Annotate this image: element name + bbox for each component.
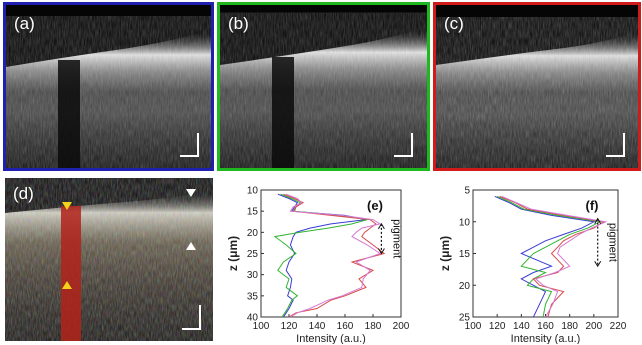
arrowhead-down-icon	[377, 248, 385, 255]
x-tick-label: 220	[610, 321, 627, 332]
y-tick-label: 5	[464, 186, 470, 197]
x-tick-label: 140	[513, 321, 530, 332]
x-tick-label: 120	[489, 321, 506, 332]
oct-image-c	[436, 5, 638, 168]
arrowhead-down-icon	[594, 260, 602, 268]
y-tick-label: 40	[247, 313, 259, 324]
intensity-profile-chart-f: 100 120 140 160 180 200 220 5 10 15 20 25 Intensity …	[438, 186, 627, 345]
x-tick-label: 200	[585, 321, 602, 332]
panel-label-d: (d)	[13, 184, 34, 203]
series-line	[501, 195, 608, 318]
x-axis-label: Intensity (a.u.)	[511, 333, 581, 344]
y-tick-label: 20	[459, 281, 471, 292]
panel-label-b: (b)	[228, 14, 249, 33]
scale-bar-d	[182, 305, 201, 330]
scale-bar-b	[394, 133, 413, 157]
panel-label: (e)	[367, 198, 383, 213]
y-tick-label: 15	[247, 207, 259, 218]
x-tick-label: 100	[253, 321, 270, 332]
x-tick-label: 200	[393, 321, 410, 332]
oct-panel-c: (c)	[433, 2, 641, 171]
pigment-annotation: pigment	[390, 219, 402, 258]
x-tick-label: 140	[309, 321, 326, 332]
x-tick-label: 160	[337, 321, 354, 332]
y-tick-label: 10	[459, 217, 471, 228]
x-tick-label: 180	[561, 321, 578, 332]
series-line	[277, 193, 367, 318]
series-line	[497, 195, 602, 318]
y-tick-label: 10	[247, 186, 259, 197]
x-tick-label: 100	[465, 321, 482, 332]
y-tick-label: 15	[459, 249, 471, 260]
pigment-bottom-marker-icon	[62, 281, 72, 289]
series-line	[286, 193, 382, 318]
oct-panel-a: (a)	[3, 2, 214, 171]
oct-panel-b: (b)	[217, 2, 430, 171]
oct-panel-d: (d)	[5, 178, 213, 341]
scale-bar-a	[180, 133, 199, 157]
oct-composite-image-d	[5, 178, 213, 341]
y-axis-label: z (μm)	[226, 236, 240, 271]
intensity-profile-chart-e: 100 120 140 160 180 200 10 15 20 25 30 35 40 Intensit…	[226, 186, 410, 345]
x-axis-label: Intensity (a.u.)	[296, 333, 366, 344]
arrowhead-up-icon	[594, 217, 602, 224]
series-line	[494, 195, 596, 318]
panel-label: (f)	[586, 198, 599, 213]
x-tick-label: 120	[281, 321, 298, 332]
pigment-top-marker-icon	[62, 202, 72, 210]
y-tick-label: 30	[247, 270, 259, 281]
series-line	[273, 193, 368, 318]
surface-bottom-marker-icon	[186, 242, 196, 250]
surface-top-marker-icon	[186, 189, 196, 197]
y-tick-label: 20	[247, 228, 259, 239]
y-axis-label: z (μm)	[438, 236, 452, 271]
pigment-annotation: pigment	[607, 223, 619, 262]
x-tick-label: 160	[537, 321, 554, 332]
panel-label-c: (c)	[444, 14, 464, 33]
panel-label-a: (a)	[14, 14, 35, 33]
scale-bar-c	[606, 133, 625, 157]
y-tick-label: 35	[247, 291, 259, 302]
series-line	[283, 193, 386, 318]
y-tick-label: 25	[459, 313, 471, 324]
x-tick-label: 180	[365, 321, 382, 332]
y-tick-label: 25	[247, 249, 259, 260]
oct-image-a	[6, 5, 211, 168]
oct-image-b	[220, 5, 427, 168]
arrowhead-up-icon	[377, 222, 385, 230]
